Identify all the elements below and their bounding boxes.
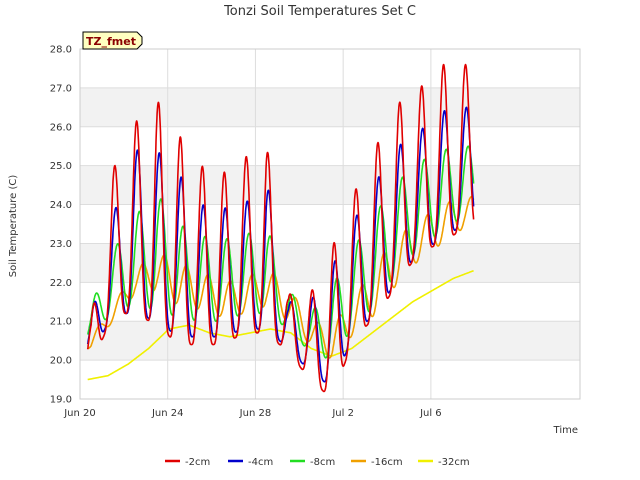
series-line-m32cm [87,269,475,381]
plot-band [80,87,580,127]
x-tick-label: Jun 28 [239,408,272,419]
y-tick-label: 26.0 [50,122,72,133]
legend-item: -4cm [228,457,273,468]
x-tick-label: Jul 2 [331,408,354,419]
y-tick-label: 22.0 [50,278,72,289]
y-tick-label: 19.0 [50,395,72,406]
x-axis-ticks: Jun 20 Jun 24 Jun 28 Jul 2 Jul 6 [63,408,441,419]
legend-label: -2cm [185,457,210,468]
x-axis-label: Time [553,425,578,436]
chart-title: Tonzi Soil Temperatures Set C [223,4,416,19]
y-tick-label: 20.0 [50,356,72,367]
legend-item: -8cm [290,457,335,468]
x-tick-label: Jul 6 [419,408,442,419]
y-tick-label: 25.0 [50,161,72,172]
series-line-m2cm [86,63,475,393]
legend-item: -32cm [418,457,470,468]
legend: -2cm -4cm -8cm -16cm -32cm [165,457,470,468]
legend-label: -8cm [310,457,335,468]
y-tick-label: 28.0 [50,45,72,56]
y-tick-label: 23.0 [50,239,72,250]
legend-label: -4cm [248,457,273,468]
badge-label: TZ_fmet [86,35,136,48]
legend-label: -32cm [438,457,470,468]
y-axis-label: Soil Temperature (C) [8,175,19,278]
plot-frame [79,48,581,400]
legend-item: -2cm [165,457,210,468]
y-tick-label: 27.0 [50,83,72,94]
plot-band [80,165,580,205]
series-lines [86,63,475,393]
y-axis-ticks: 19.0 20.0 21.0 22.0 23.0 24.0 25.0 26.0 27.0 28.0 [50,45,72,406]
x-tick-label: Jun 20 [63,408,96,419]
legend-item: -16cm [351,457,403,468]
y-tick-label: 21.0 [50,317,72,328]
legend-label: -16cm [371,457,403,468]
y-tick-label: 24.0 [50,200,72,211]
badge: TZ_fmet [82,31,143,50]
x-tick-label: Jun 24 [151,408,184,419]
badge-box [82,31,143,50]
